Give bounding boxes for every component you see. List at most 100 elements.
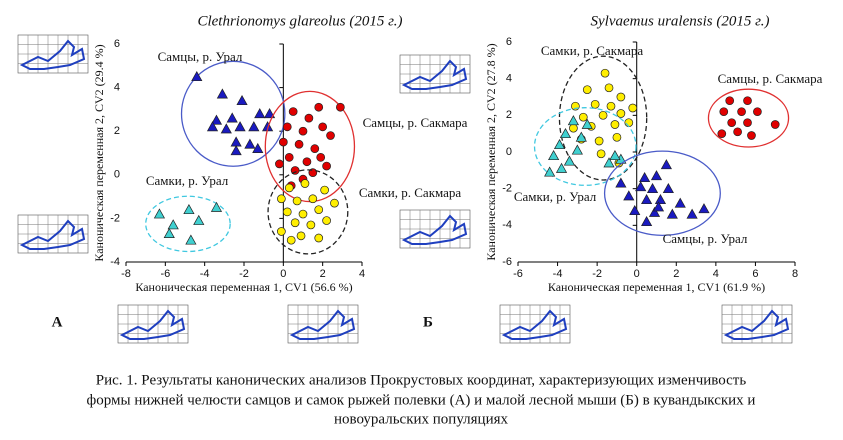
jaw-icon [17,34,89,74]
point [210,114,223,125]
caption-line: новоуральских популяциях [334,411,509,427]
x-tick-label: 6 [752,268,758,280]
point [635,181,647,192]
x-tick-label: 2 [320,268,326,280]
point [581,118,593,129]
y-tick-label: 0 [506,146,512,158]
y-tick-label: 6 [114,38,120,50]
point [569,123,578,133]
point [590,99,600,109]
point [604,83,614,93]
point [600,68,610,78]
caption-line: формы нижней челюсти самцов и самок рыже… [87,392,756,408]
point [674,197,686,208]
x-tick-label: -2 [239,268,249,280]
point [183,203,195,215]
point [575,131,587,142]
point [336,102,345,112]
x-tick-label: 4 [359,268,365,280]
y-tick-label: -2 [110,212,120,224]
point [719,107,729,117]
point [278,137,288,147]
point [650,170,663,181]
jaw-icon [499,304,571,344]
point [578,112,588,122]
panel-label: Б [423,314,433,330]
point [641,215,653,227]
point [660,159,672,170]
point [296,231,306,241]
y-tick-label: 2 [114,125,120,137]
group-label: Самки, р. Сакмара [541,43,644,58]
point [666,208,678,219]
x-tick-label: 0 [634,268,640,280]
point [282,122,292,132]
point [747,131,756,140]
y-tick-label: -4 [110,256,120,268]
point [639,171,651,183]
point [234,121,246,132]
point [727,118,737,128]
point [606,101,616,111]
point [236,94,248,106]
chart-title: Clethrionomys glareolus (2015 г.) [197,13,402,29]
point [314,102,324,112]
point [220,123,232,134]
point [284,183,294,193]
point [298,126,308,136]
point [252,142,264,153]
point [686,208,698,219]
group-ellipse [267,169,349,255]
group-ellipse [180,60,286,167]
point [298,209,308,219]
x-tick-label: -4 [200,268,210,280]
point [743,96,752,106]
point [288,107,298,116]
point [646,182,659,194]
point [743,118,752,128]
point [230,145,242,156]
y-axis-title: Каноническая переменная 2, CV2 (27.8 %) [484,43,498,260]
point [322,161,331,171]
group-ellipse [707,88,790,148]
point [596,149,606,159]
x-tick-label: -4 [553,268,563,280]
point [330,198,339,208]
point [648,206,661,217]
point [185,234,197,245]
x-tick-label: 4 [713,268,719,280]
y-tick-label: 6 [506,36,512,48]
jaw-icon [117,304,189,344]
point [582,85,592,95]
point [306,220,316,230]
x-tick-label: -6 [513,268,523,280]
y-tick-label: -4 [502,219,512,231]
point [544,166,556,177]
y-tick-label: 4 [506,73,512,85]
x-axis-title: Каноническая переменная 1, CV1 (61.9 %) [548,280,765,294]
jaw-icon [287,304,359,344]
point [753,107,762,117]
point [292,196,302,206]
group-label: Самцы, р. Сакмара [718,71,823,86]
group-ellipse [145,195,231,253]
point [548,149,560,161]
point [210,201,223,212]
y-tick-label: 4 [114,82,120,94]
jaw-icon [17,214,89,254]
group-label: Самцы, р. Сакмара [363,115,468,130]
point [571,144,583,155]
y-tick-label: -6 [502,256,512,268]
point [563,155,576,166]
point [286,235,296,245]
point [616,92,626,102]
point [248,121,260,132]
point [206,121,219,132]
point [167,219,179,230]
group-label: Самки, р. Урал [146,173,229,188]
group-label: Самцы, р. Урал [158,49,243,64]
point [725,96,735,106]
point [553,138,566,150]
y-tick-label: -2 [502,183,512,195]
point [698,203,710,214]
